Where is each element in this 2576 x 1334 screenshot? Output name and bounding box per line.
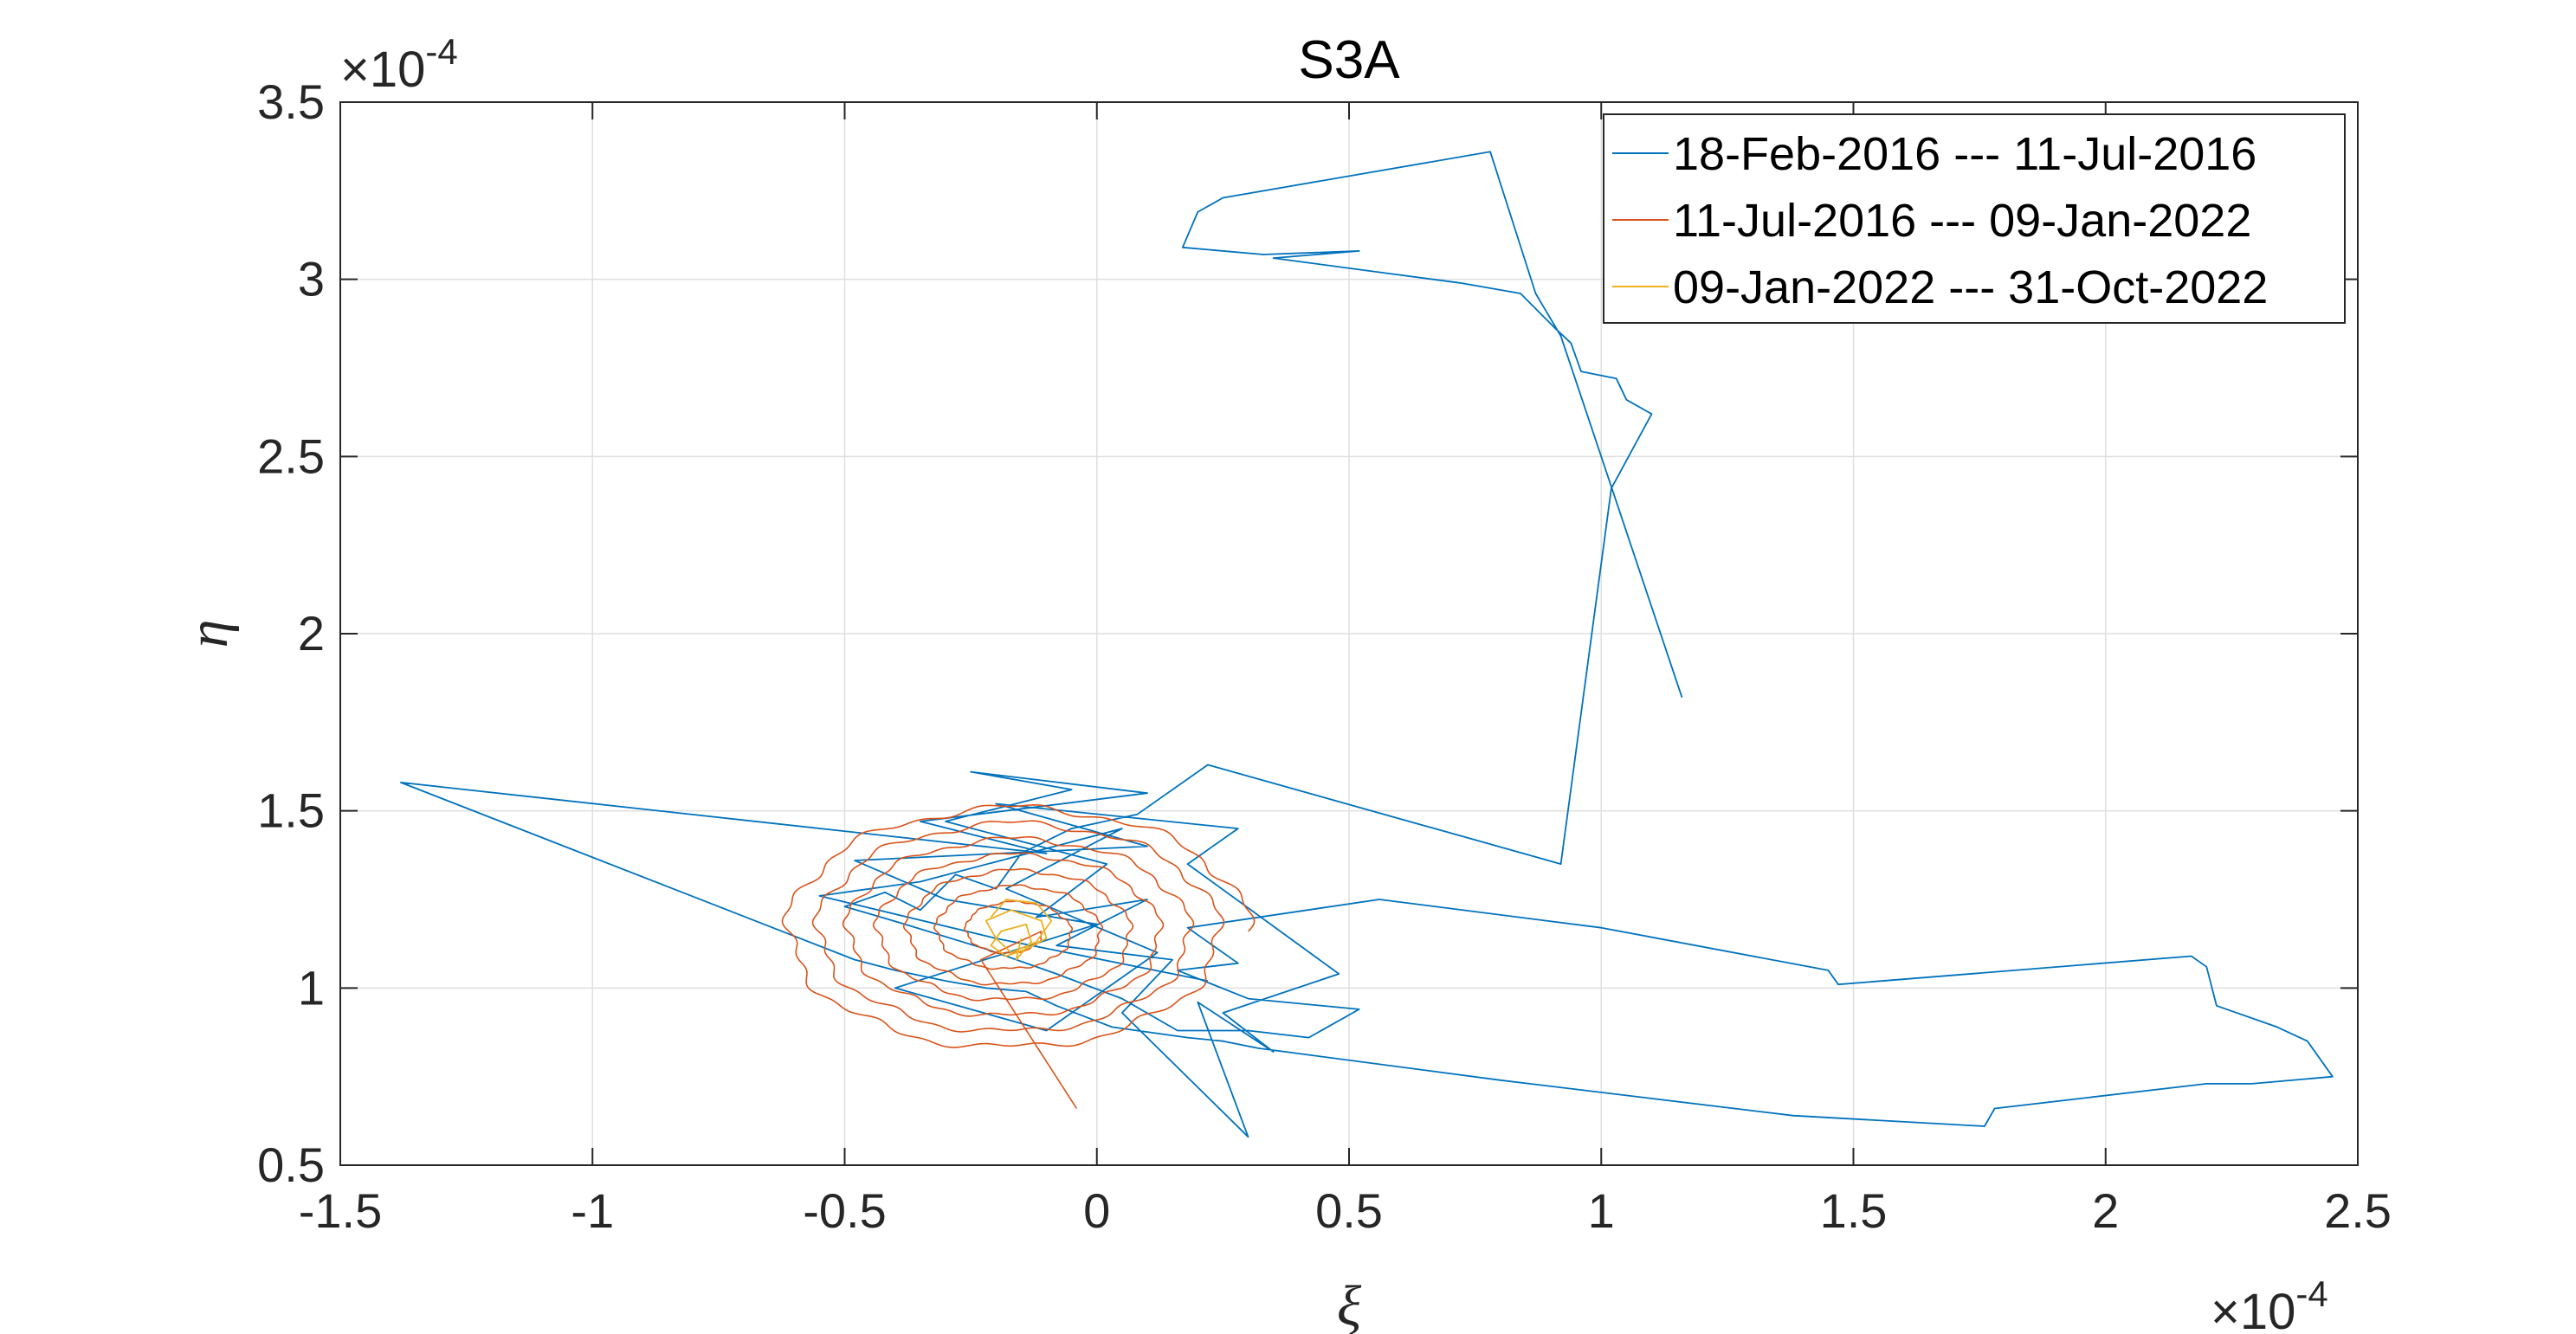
- x-tick-label: -1.5: [299, 1183, 383, 1238]
- svg-text:×10-4: ×10-4: [2211, 1273, 2328, 1334]
- legend-box: [1603, 113, 2346, 324]
- tick-labels: -1.5 -1 -0.5 0 0.5 1 1.5 2 2.5 0.5 1 1.5 2 2.5 3 3.5: [257, 74, 2392, 1238]
- series-line-1: [400, 151, 2334, 1138]
- x-tick-label: 2.5: [2324, 1183, 2392, 1238]
- x-tick-label: 1: [1588, 1183, 1615, 1238]
- series-line-2: [781, 804, 1256, 1109]
- x-tick-label: 0.5: [1315, 1183, 1383, 1238]
- legend-entry-1: 18-Feb-2016 --- 11-Jul-2016: [1673, 128, 2256, 180]
- y-tick-label: 1.5: [257, 783, 325, 838]
- series-line-3: [985, 899, 1053, 961]
- y-multiplier-base: ×10: [340, 42, 425, 98]
- y-multiplier: ×10-4: [340, 31, 458, 98]
- axes-frame: [339, 101, 2359, 1166]
- svg-text:×10-4: ×10-4: [340, 31, 458, 98]
- x-multiplier-base: ×10: [2211, 1284, 2295, 1334]
- y-tick-label: 2: [298, 606, 325, 661]
- x-multiplier-exponent: -4: [2295, 1273, 2327, 1314]
- plot-lines: [400, 151, 2334, 1138]
- x-tick-label: -0.5: [803, 1183, 887, 1238]
- x-axis-label: ξ: [1337, 1274, 1362, 1334]
- y-tick-label: 3.5: [257, 74, 325, 129]
- y-multiplier-exponent: -4: [425, 31, 457, 72]
- legend: 18-Feb-2016 --- 11-Jul-2016 11-Jul-2016 -…: [1603, 113, 2346, 324]
- x-multiplier: ×10-4: [2211, 1273, 2328, 1334]
- x-tick-label: 2: [2092, 1183, 2119, 1238]
- x-tick-label: 1.5: [1820, 1183, 1888, 1238]
- y-tick-label: 0.5: [257, 1137, 325, 1192]
- chart-title: S3A: [1298, 30, 1400, 90]
- y-tick-label: 2.5: [257, 429, 325, 483]
- legend-entry-2: 11-Jul-2016 --- 09-Jan-2022: [1673, 195, 2251, 247]
- y-tick-label: 3: [298, 252, 325, 306]
- x-tick-label: 0: [1083, 1183, 1110, 1238]
- x-tick-label: -1: [571, 1183, 614, 1238]
- y-tick-label: 1: [298, 960, 325, 1015]
- y-axis-label: η: [177, 620, 240, 648]
- legend-entry-3: 09-Jan-2022 --- 31-Oct-2022: [1673, 261, 2268, 313]
